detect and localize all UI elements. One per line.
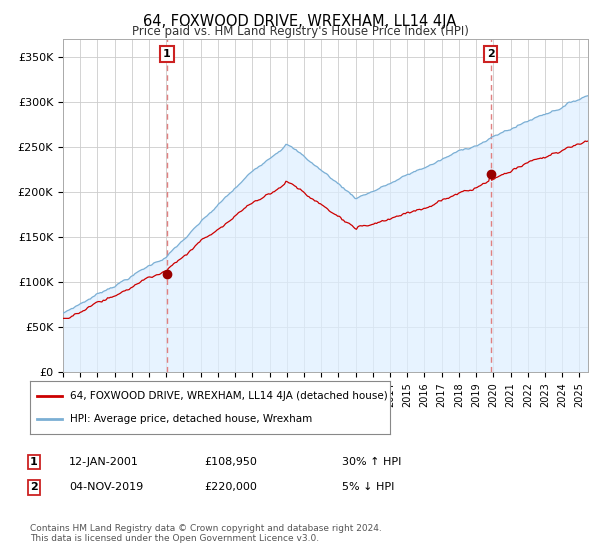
Text: Price paid vs. HM Land Registry's House Price Index (HPI): Price paid vs. HM Land Registry's House … bbox=[131, 25, 469, 38]
Text: 64, FOXWOOD DRIVE, WREXHAM, LL14 4JA: 64, FOXWOOD DRIVE, WREXHAM, LL14 4JA bbox=[143, 14, 457, 29]
Text: 5% ↓ HPI: 5% ↓ HPI bbox=[342, 482, 394, 492]
Text: £220,000: £220,000 bbox=[204, 482, 257, 492]
Text: 12-JAN-2001: 12-JAN-2001 bbox=[69, 457, 139, 467]
Text: 1: 1 bbox=[163, 49, 171, 59]
Text: 64, FOXWOOD DRIVE, WREXHAM, LL14 4JA (detached house): 64, FOXWOOD DRIVE, WREXHAM, LL14 4JA (de… bbox=[70, 391, 388, 401]
Text: 1: 1 bbox=[30, 457, 38, 467]
Text: 2: 2 bbox=[30, 482, 38, 492]
Text: 2: 2 bbox=[487, 49, 494, 59]
Text: Contains HM Land Registry data © Crown copyright and database right 2024.
This d: Contains HM Land Registry data © Crown c… bbox=[30, 524, 382, 543]
Text: 30% ↑ HPI: 30% ↑ HPI bbox=[342, 457, 401, 467]
Text: £108,950: £108,950 bbox=[204, 457, 257, 467]
Text: HPI: Average price, detached house, Wrexham: HPI: Average price, detached house, Wrex… bbox=[70, 414, 312, 424]
Text: 04-NOV-2019: 04-NOV-2019 bbox=[69, 482, 143, 492]
